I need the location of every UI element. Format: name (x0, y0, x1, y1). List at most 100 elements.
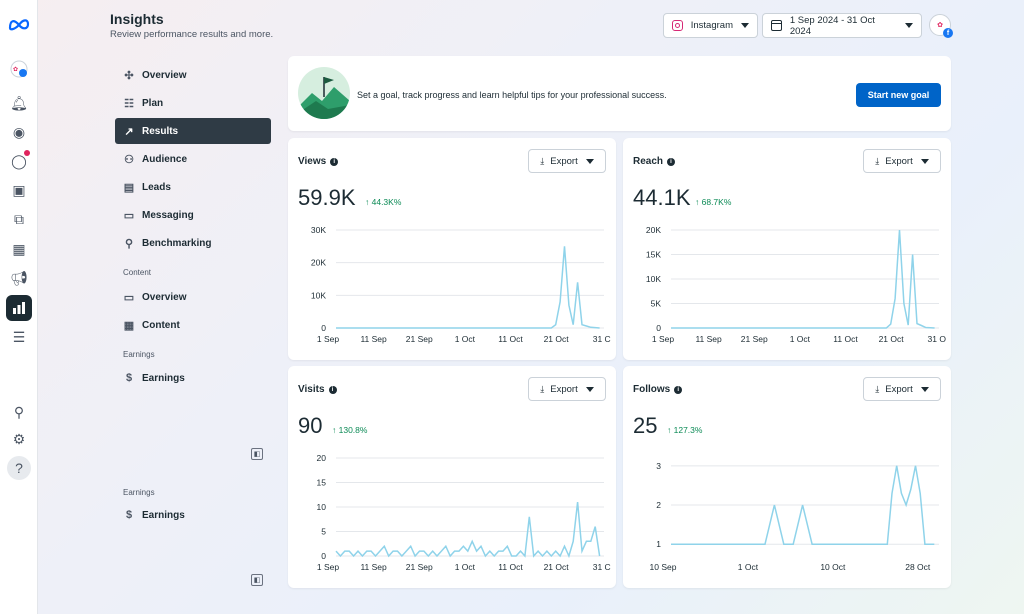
nav-item-messaging[interactable]: ▭ Messaging (115, 202, 271, 228)
y-tick-label: 10K (646, 274, 661, 284)
card-title: Visits (298, 384, 325, 395)
x-tick-label: 31 O (928, 334, 947, 344)
follows-card: Follows i ⤓ Export 25 ↑ 127.3% 3 2 1 10 Sep 1 … (623, 366, 951, 588)
info-icon[interactable]: i (330, 157, 339, 166)
menu-icon[interactable]: ☰ (12, 328, 26, 345)
nav-item-audience[interactable]: ⚇ Audience (115, 146, 271, 172)
visits-chart: 20 15 10 5 01 Sep 11 Sep 21 Sep 1 Oct 11 Oct 21 O… (317, 453, 611, 572)
start-new-goal-button[interactable]: Start new goal (856, 83, 941, 107)
y-tick-label: 0 (656, 323, 661, 333)
metric-value: 90 (298, 413, 323, 438)
nav-item-content[interactable]: ▦ Content (115, 312, 271, 338)
y-tick-label: 3 (656, 461, 661, 471)
leads-icon: ▤ (123, 181, 135, 194)
nav-item-plan[interactable]: ☷ Plan (115, 90, 271, 116)
search-icon[interactable]: ⚲ (13, 403, 25, 420)
collapse-panel-icon[interactable]: ◧ (251, 574, 263, 586)
y-tick-label: 15 (317, 478, 327, 488)
download-icon: ⤓ (540, 155, 545, 166)
help-icon[interactable]: ? (7, 456, 31, 480)
chevron-down-icon (585, 158, 594, 164)
contacts-icon[interactable]: ▣ (12, 181, 26, 198)
x-tick-label: 1 Oct (738, 562, 759, 572)
table-icon[interactable]: ▦ (12, 240, 26, 257)
y-tick-label: 10K (311, 290, 326, 300)
x-tick-label: 31 C (593, 334, 611, 344)
goal-illustration (298, 67, 350, 119)
app-rail: ✿ 🔔︎ ◉ ◯ ▣ ⧉ ▦ 📢︎ ☰ ⚲ ⚙ ? (0, 0, 38, 614)
metric-delta: ↑ 130.8% (332, 425, 368, 435)
series-line (671, 465, 935, 545)
x-tick-label: 21 Oct (544, 334, 570, 344)
y-tick-label: 20K (646, 225, 661, 235)
results-icon: ↗ (124, 125, 134, 138)
x-tick-label: 21 Sep (406, 334, 433, 344)
reach-chart: 20K 15K 10K 5K 01 Sep 11 Sep 21 Sep 1 Oct 11 Oct… (646, 225, 947, 344)
nav-item-earnings[interactable]: $ Earnings (115, 365, 271, 391)
metric-value: 25 (633, 413, 658, 438)
export-button[interactable]: ⤓ Export (528, 377, 606, 401)
x-tick-label: 11 Sep (695, 334, 722, 344)
dollar-icon: $ (125, 372, 133, 384)
download-icon: ⤓ (875, 383, 880, 394)
facebook-icon: f (943, 28, 953, 38)
platform-selector[interactable]: Instagram (663, 13, 758, 38)
nav-item-results[interactable]: ↗ Results (115, 118, 271, 144)
x-tick-label: 11 Oct (498, 334, 523, 344)
y-tick-label: 20K (311, 258, 326, 268)
download-icon: ⤓ (875, 155, 880, 166)
x-tick-label: 31 C (593, 562, 611, 572)
y-tick-label: 10 (317, 502, 327, 512)
nav-item-leads[interactable]: ▤ Leads (115, 174, 271, 200)
nav-section-earnings-2: Earnings (123, 488, 155, 497)
y-tick-label: 2 (656, 500, 661, 510)
notifications-icon[interactable]: 🔔︎ (10, 94, 28, 111)
x-tick-label: 21 Sep (406, 562, 433, 572)
x-tick-label: 1 Sep (317, 334, 339, 344)
series-line (671, 229, 935, 329)
date-range-label: 1 Sep 2024 - 31 Oct 2024 (789, 14, 875, 37)
nav-item-benchmarking[interactable]: ⚲ Benchmarking (115, 230, 271, 256)
export-button[interactable]: ⤓ Export (528, 149, 606, 173)
nav-item-earnings-2[interactable]: $ Earnings (115, 502, 271, 528)
account-avatar[interactable]: ✿ f (929, 14, 953, 38)
reach-card: Reach i ⤓ Export 44.1K ↑ 68.7K% 20K 15K 10K 5… (623, 138, 951, 360)
account-switcher-icon[interactable]: ✿ (7, 57, 31, 81)
metric-delta: ↑ 68.7K% (695, 197, 732, 207)
info-icon[interactable]: i (674, 385, 683, 394)
info-icon[interactable]: i (328, 385, 337, 394)
collapse-panel-icon[interactable]: ◧ (251, 448, 263, 460)
settings-icon[interactable]: ⚙ (12, 430, 26, 447)
compass-icon[interactable]: ◉ (12, 123, 26, 140)
overview-icon: ▭ (123, 291, 135, 304)
x-tick-label: 1 Sep (317, 562, 339, 572)
y-tick-label: 20 (317, 453, 327, 463)
y-tick-label: 5 (321, 527, 326, 537)
x-tick-label: 28 Oct (905, 562, 931, 572)
nav-item-content-overview[interactable]: ▭ Overview (115, 284, 271, 310)
x-tick-label: 10 Oct (820, 562, 846, 572)
export-button[interactable]: ⤓ Export (863, 377, 941, 401)
card-title: Follows (633, 384, 671, 395)
y-tick-label: 5K (651, 299, 662, 309)
megaphone-icon[interactable]: 📢︎ (10, 269, 28, 286)
insights-icon[interactable] (6, 295, 32, 321)
chevron-down-icon (920, 158, 929, 164)
info-icon[interactable]: i (667, 157, 676, 166)
nav-section-earnings: Earnings (123, 350, 155, 359)
pages-icon[interactable]: ⧉ (14, 210, 24, 227)
x-tick-label: 11 Oct (498, 562, 523, 572)
chevron-down-icon (741, 23, 749, 28)
follows-chart: 3 2 1 10 Sep 1 Oct 10 Oct 28 Oct (650, 461, 939, 572)
messages-icon[interactable]: ◯ (7, 149, 31, 173)
download-icon: ⤓ (540, 383, 545, 394)
chevron-down-icon (920, 386, 929, 392)
goal-banner: Set a goal, track progress and learn hel… (288, 56, 951, 131)
meta-logo-icon[interactable] (7, 12, 31, 36)
y-tick-label: 0 (321, 323, 326, 333)
nav-item-overview[interactable]: ✣ Overview (115, 62, 271, 88)
goal-description: Set a goal, track progress and learn hel… (357, 90, 667, 100)
x-tick-label: 11 Sep (360, 562, 387, 572)
export-button[interactable]: ⤓ Export (863, 149, 941, 173)
date-range-selector[interactable]: 1 Sep 2024 - 31 Oct 2024 (762, 13, 922, 38)
